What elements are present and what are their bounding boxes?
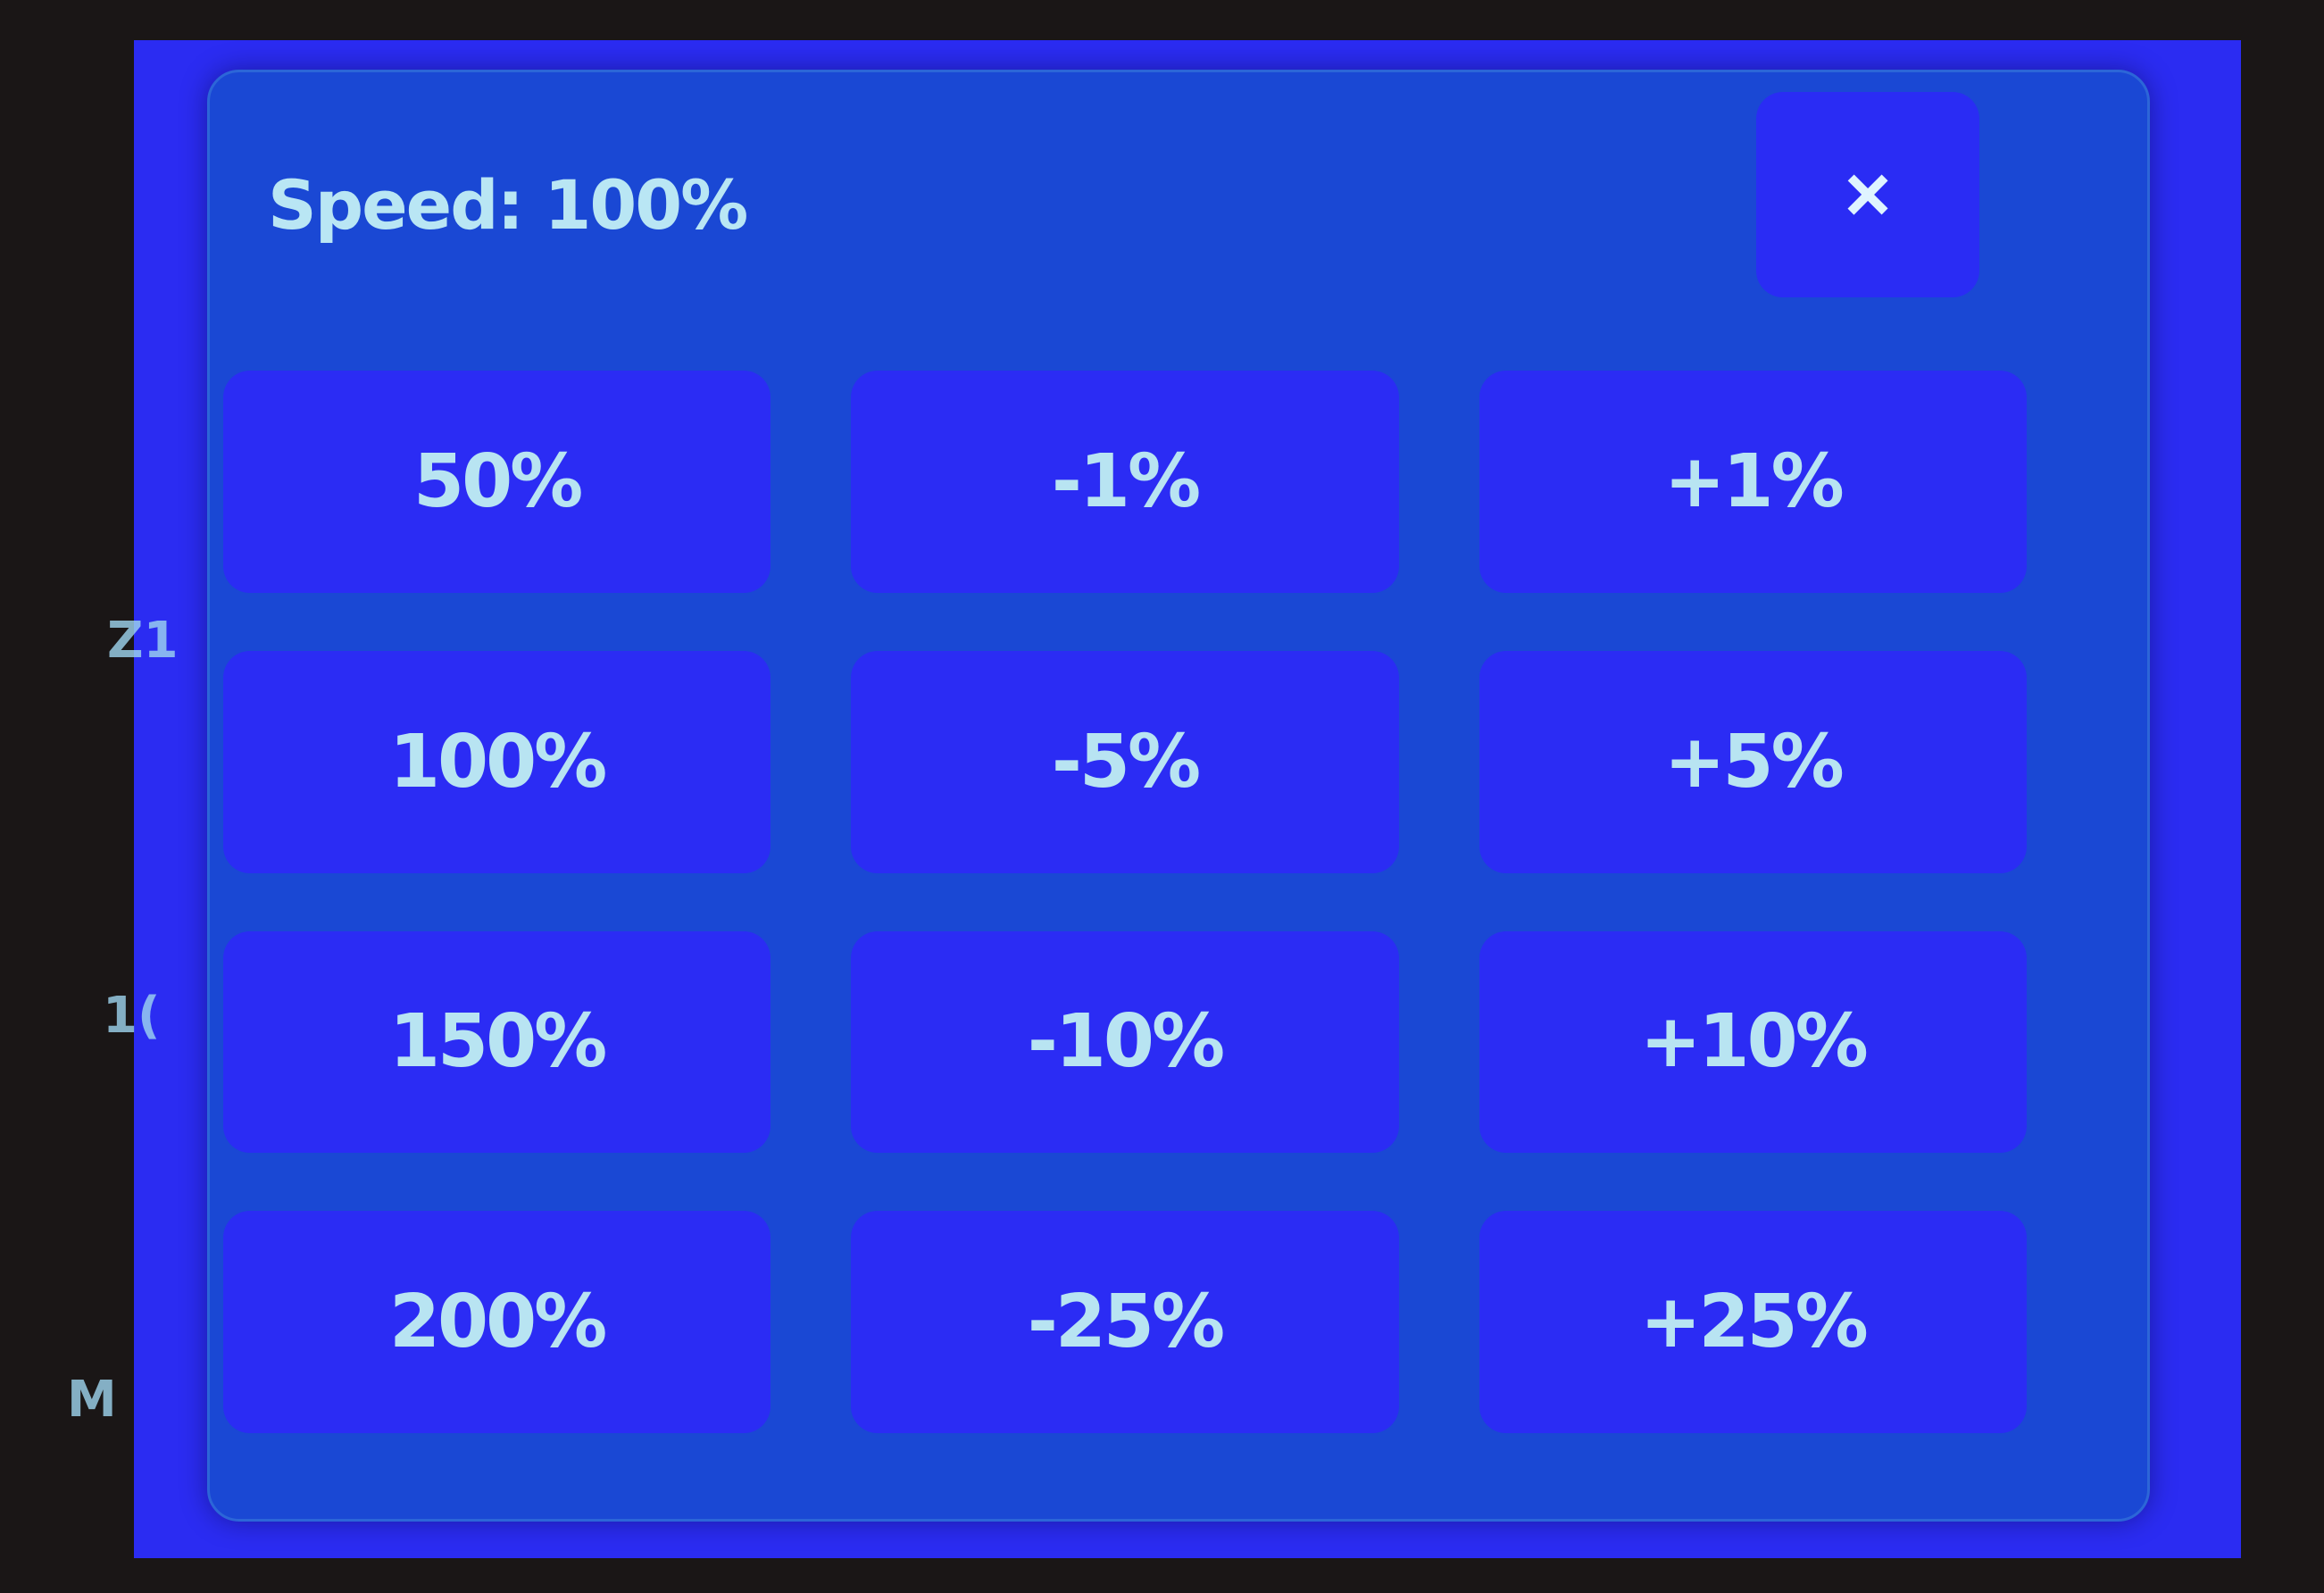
dialog-title: Speed: 100% [268, 165, 748, 245]
close-button[interactable]: × [1756, 92, 1979, 297]
speed-200-button[interactable]: 200% [223, 1211, 771, 1433]
speed-50-button[interactable]: 50% [223, 371, 771, 593]
speed-plus-10-button[interactable]: +10% [1479, 930, 2027, 1154]
speed-minus-10-button[interactable]: -10% [851, 930, 1399, 1154]
background-label-fragment: M [67, 1371, 117, 1429]
speed-minus-1-button[interactable]: -1% [851, 371, 1399, 593]
background-label-fragment: Z1 [107, 612, 179, 670]
background-label-fragment: 1( [103, 987, 161, 1045]
speed-plus-1-button[interactable]: +1% [1479, 371, 2027, 593]
speed-100-button[interactable]: 100% [223, 650, 771, 873]
close-icon: × [1844, 149, 1892, 239]
speed-minus-5-button[interactable]: -5% [851, 650, 1399, 873]
speed-150-button[interactable]: 150% [223, 930, 771, 1154]
speed-minus-25-button[interactable]: -25% [851, 1211, 1399, 1433]
speed-plus-25-button[interactable]: +25% [1479, 1211, 2027, 1433]
speed-plus-5-button[interactable]: +5% [1479, 650, 2027, 873]
speed-button-grid: 50% -1% +1% 100% -5% +5% 150% -10% +10% … [223, 371, 2027, 1433]
